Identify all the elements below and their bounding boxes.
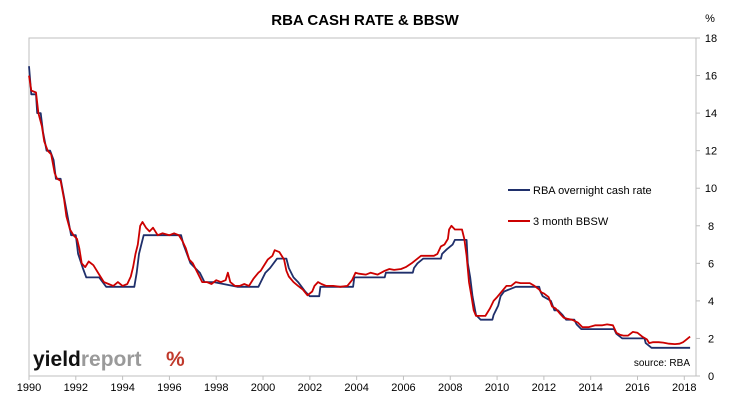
series-line-cash-rate bbox=[28, 66, 691, 349]
y-tick-label: 8 bbox=[708, 221, 714, 233]
y-tick-label: 16 bbox=[705, 71, 717, 83]
x-tick-label: 2016 bbox=[625, 382, 649, 394]
y-tick-label: 6 bbox=[708, 258, 714, 270]
legend-item-bbsw: 3 month BBSW bbox=[508, 216, 609, 228]
x-tick-label: 1998 bbox=[204, 382, 228, 394]
y-tick-label: 18 bbox=[705, 33, 717, 45]
y-unit-label: % bbox=[705, 13, 715, 25]
x-tick-label: 1992 bbox=[64, 382, 88, 394]
y-tick-label: 14 bbox=[705, 108, 717, 120]
percent-icon: % bbox=[166, 348, 185, 371]
y-axis: 0 2 4 6 8 10 12 14 16 18 bbox=[696, 33, 717, 383]
x-tick-label: 2006 bbox=[391, 382, 415, 394]
x-axis: 1990 1992 1994 1996 1998 2000 2002 2004 2006 2008… bbox=[17, 376, 697, 394]
legend-label-cash-rate: RBA overnight cash rate bbox=[533, 185, 652, 197]
chart-title: RBA CASH RATE & BBSW bbox=[271, 12, 459, 29]
y-tick-label: 2 bbox=[708, 333, 714, 345]
brand-word-report: report bbox=[81, 348, 142, 371]
series-layer bbox=[28, 66, 691, 349]
x-tick-label: 2010 bbox=[485, 382, 509, 394]
plot-area-frame bbox=[28, 37, 697, 377]
x-tick-label: 1996 bbox=[157, 382, 181, 394]
x-tick-label: 2000 bbox=[251, 382, 275, 394]
x-tick-label: 2004 bbox=[344, 382, 368, 394]
y-tick-label: 0 bbox=[708, 371, 714, 383]
brand-logo-text: yieldreport bbox=[33, 348, 142, 371]
y-tick-label: 10 bbox=[705, 183, 717, 195]
series-line-bbsw bbox=[28, 75, 691, 346]
x-tick-label: 2012 bbox=[532, 382, 556, 394]
x-tick-label: 2018 bbox=[672, 382, 696, 394]
legend-label-bbsw: 3 month BBSW bbox=[533, 216, 609, 228]
legend: RBA overnight cash rate 3 month BBSW bbox=[508, 185, 652, 228]
y-tick-label: 4 bbox=[708, 296, 714, 308]
x-tick-label: 2002 bbox=[298, 382, 322, 394]
brand-word-yield: yield bbox=[33, 348, 81, 371]
source-note: source: RBA bbox=[634, 358, 690, 369]
x-tick-label: 2014 bbox=[578, 382, 602, 394]
brand-logo: yieldreport % bbox=[33, 348, 185, 371]
y-tick-label: 12 bbox=[705, 146, 717, 158]
x-tick-label: 1994 bbox=[110, 382, 134, 394]
legend-item-cash-rate: RBA overnight cash rate bbox=[508, 185, 652, 197]
x-tick-label: 2008 bbox=[438, 382, 462, 394]
x-tick-label: 1990 bbox=[17, 382, 41, 394]
